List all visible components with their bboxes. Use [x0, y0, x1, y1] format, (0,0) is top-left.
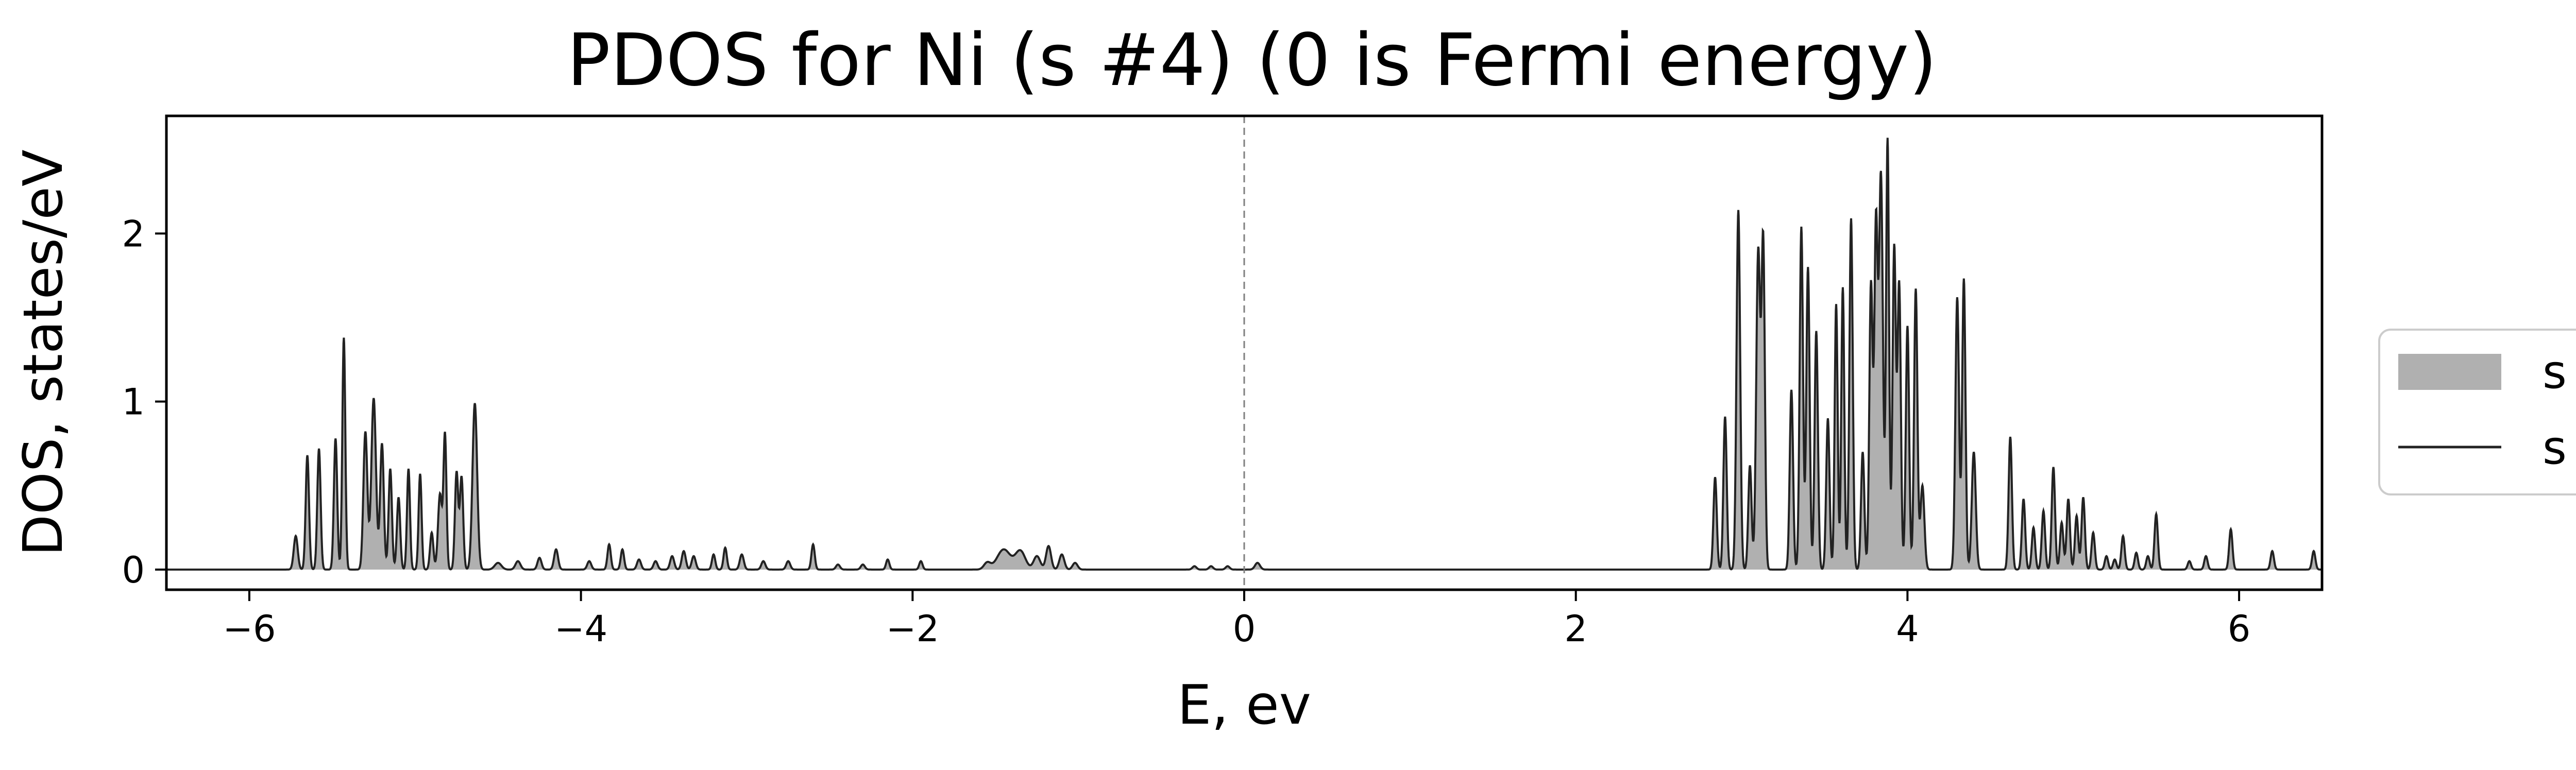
- y-axis-label: DOS, states/eV: [12, 149, 75, 556]
- x-tick-label: 6: [2228, 608, 2251, 650]
- chart-title: PDOS for Ni (s #4) (0 is Fermi energy): [567, 19, 1937, 102]
- y-tick-label: 0: [122, 549, 145, 591]
- x-axis-ticks: −6 −4 −2 0 2 4 6: [223, 590, 2250, 650]
- x-tick-label: 0: [1233, 608, 1256, 650]
- y-tick-label: 1: [122, 381, 145, 423]
- x-tick-label: −6: [223, 608, 276, 650]
- legend-label-fill: s: [2543, 345, 2567, 399]
- legend: s s: [2378, 329, 2576, 495]
- y-tick-label: 2: [122, 213, 145, 255]
- x-tick-label: −4: [554, 608, 607, 650]
- x-tick-label: 2: [1564, 608, 1587, 650]
- y-axis-ticks: 0 1 2: [122, 213, 166, 591]
- x-tick-label: −2: [886, 608, 939, 650]
- dos-fill-area: [166, 138, 2322, 570]
- x-axis-label: E, ev: [1177, 674, 1311, 737]
- legend-swatch-fill: [2398, 354, 2501, 390]
- legend-label-line: s: [2543, 421, 2567, 475]
- plot-area: [165, 114, 2324, 591]
- x-tick-label: 4: [1896, 608, 1919, 650]
